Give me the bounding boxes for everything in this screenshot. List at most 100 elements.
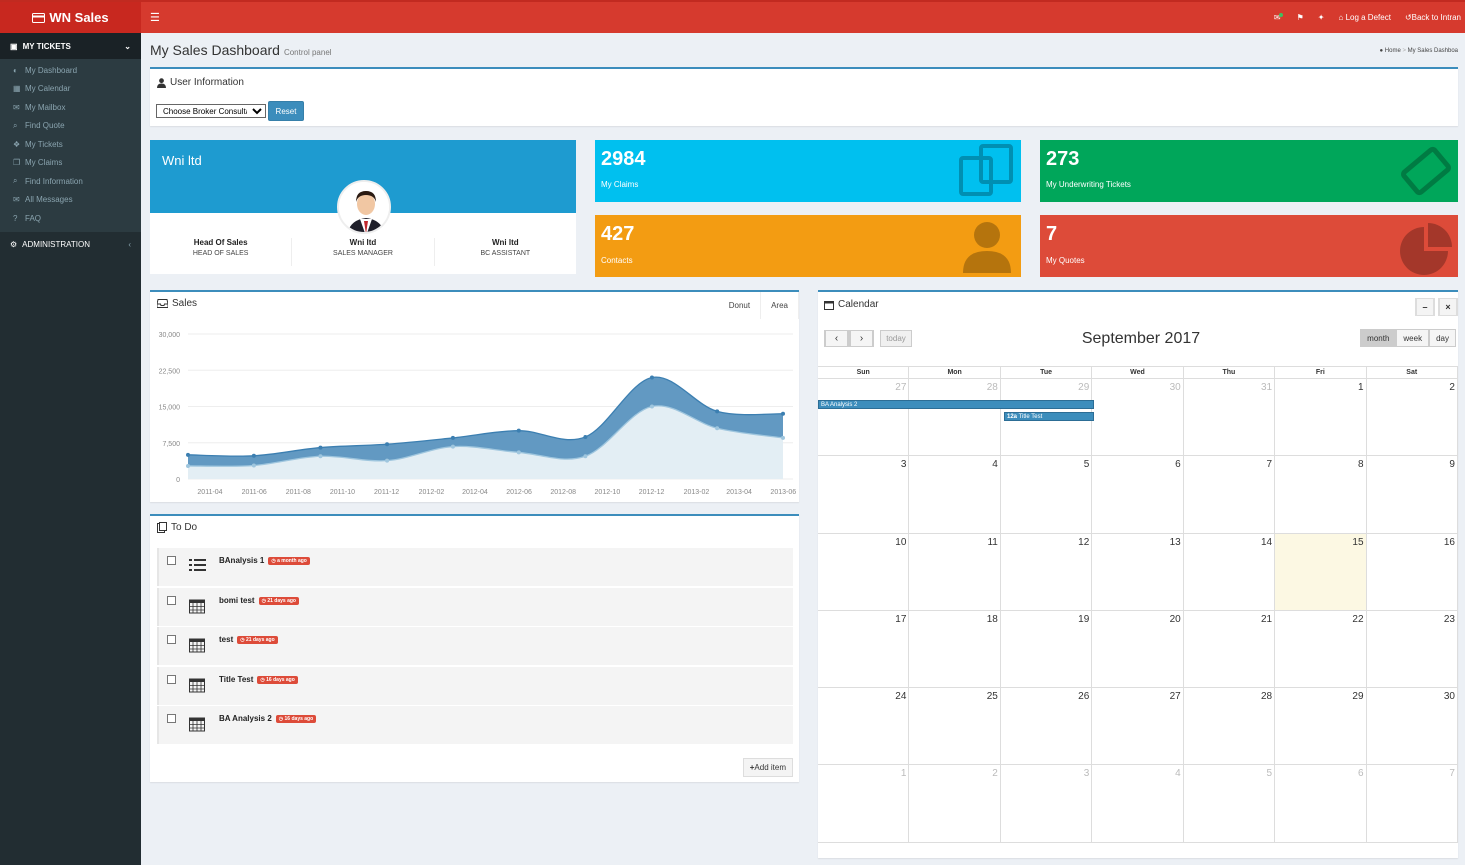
calendar-event[interactable]: 12a Title Test	[1004, 412, 1094, 421]
todo-checkbox[interactable]	[167, 595, 176, 605]
reset-button[interactable]: Reset	[268, 101, 304, 121]
calendar-day[interactable]: 4	[1092, 765, 1184, 843]
calendar-day[interactable]: 26	[1000, 688, 1093, 766]
view-month-button[interactable]: month	[1360, 329, 1397, 347]
copy-icon: ❐	[13, 158, 21, 168]
stat-box-my-quotes[interactable]: 7 My Quotes	[1040, 215, 1458, 277]
calendar-day[interactable]: 28	[1183, 688, 1276, 766]
calendar-day[interactable]: 24	[818, 688, 910, 766]
breadcrumb-home[interactable]: Home	[1384, 48, 1401, 54]
calendar-day[interactable]: 18	[909, 610, 1001, 689]
collapse-button[interactable]: –	[1415, 298, 1435, 316]
sidebar-section-administration[interactable]: ⚙ ADMINISTRATION ‹	[0, 232, 141, 258]
calendar-day[interactable]: 30	[1366, 688, 1458, 766]
calendar-day[interactable]: 6	[1275, 765, 1367, 843]
calendar-day[interactable]: 1	[1275, 379, 1367, 457]
calendar-day[interactable]: 20	[1092, 610, 1184, 689]
calendar-day[interactable]: 2	[1366, 379, 1458, 457]
sidebar-toggle-button[interactable]: ☰	[150, 11, 160, 24]
calendar-day[interactable]: 22	[1275, 610, 1367, 689]
sidebar-item-my-calendar[interactable]: ▦ My Calendar	[0, 80, 141, 99]
calendar-day[interactable]: 11	[909, 533, 1001, 611]
clock-icon: ◷	[271, 558, 278, 564]
stat-box-my-claims[interactable]: 2984 My Claims	[595, 140, 1021, 202]
next-month-button[interactable]: ›	[849, 330, 874, 347]
calendar-day[interactable]: 4	[909, 456, 1001, 534]
x-tick-label: 2012-10	[595, 489, 621, 496]
sidebar-item-my-tickets[interactable]: ❖ My Tickets	[0, 135, 141, 154]
calendar-day[interactable]: 17	[818, 610, 910, 689]
calendar-day[interactable]: 3	[1000, 765, 1093, 843]
todo-checkbox[interactable]	[167, 714, 176, 723]
calendar-day[interactable]: 8	[1275, 456, 1367, 534]
calendar-day[interactable]: 25	[909, 688, 1001, 766]
sidebar-item-label: My Calendar	[25, 84, 71, 94]
calendar-day-number: 2	[992, 768, 998, 780]
calendar-day[interactable]: 9	[1366, 456, 1458, 534]
broker-consultant-select[interactable]: Choose Broker Consultant	[156, 104, 266, 118]
calendar-day[interactable]: 27	[818, 379, 910, 457]
notifications-button[interactable]: ⚑	[1297, 13, 1304, 22]
calendar-day[interactable]: 14	[1183, 533, 1276, 611]
log-defect-link[interactable]: ⌂ Log a Defect	[1338, 13, 1390, 22]
todo-time-badge-text: 21 days ago	[246, 637, 275, 643]
calendar-day[interactable]: 5	[1000, 456, 1093, 534]
close-button[interactable]: ×	[1438, 298, 1458, 316]
calendar-day[interactable]: 30	[1092, 379, 1184, 457]
today-button[interactable]: today	[880, 330, 912, 347]
view-week-button[interactable]: week	[1396, 329, 1430, 347]
sidebar-item-find-information[interactable]: ⌕ Find Information	[0, 172, 141, 191]
sidebar-item-my-dashboard[interactable]: ◐ My Dashboard	[0, 61, 141, 80]
calendar-day[interactable]: 23	[1366, 610, 1458, 689]
calendar-day[interactable]: 29	[1275, 688, 1367, 766]
view-day-button[interactable]: day	[1429, 329, 1456, 347]
calendar-event[interactable]: BA Analysis 2	[818, 400, 1094, 409]
sidebar-item-faq[interactable]: ? FAQ	[0, 209, 141, 228]
calendar-day[interactable]: 7	[1366, 765, 1458, 843]
messages-button[interactable]: ✉	[1274, 13, 1283, 22]
sidebar-item-my-mailbox[interactable]: ✉ My Mailbox	[0, 98, 141, 117]
calendar-day[interactable]: 7	[1183, 456, 1276, 534]
calendar-icon	[824, 300, 834, 310]
calendar-day-number: 27	[1169, 691, 1181, 703]
calendar-day[interactable]: 31	[1183, 379, 1276, 457]
profile-name: Wni ltd	[162, 153, 202, 168]
tab-donut[interactable]: Donut	[728, 301, 751, 310]
sidebar-section-my-tickets[interactable]: ▣ MY TICKETS ⌄	[0, 33, 141, 59]
calendar-day[interactable]: 10	[818, 533, 910, 611]
todo-checkbox[interactable]	[167, 674, 176, 684]
calendar-day[interactable]: 27	[1092, 688, 1184, 766]
home-icon: ⌂	[1338, 13, 1344, 22]
user-icon	[157, 77, 166, 88]
stat-box-contacts[interactable]: 427 Contacts	[595, 215, 1021, 277]
calendar-day[interactable]: 3	[818, 456, 910, 534]
calendar-day[interactable]: 21	[1183, 610, 1276, 689]
sidebar-item-find-quote[interactable]: ⌕ Find Quote	[0, 117, 141, 136]
sidebar-item-my-claims[interactable]: ❐ My Claims	[0, 154, 141, 173]
calendar-day[interactable]: 16	[1366, 533, 1458, 611]
calendar-day[interactable]: 13	[1092, 533, 1184, 611]
calendar-day[interactable]: 19	[1000, 610, 1093, 689]
calendar-day[interactable]: 28	[909, 379, 1001, 457]
back-to-intranet-link[interactable]: ↺Back to Intran	[1405, 13, 1461, 22]
stat-box-my-underwriting-tickets[interactable]: 273 My Underwriting Tickets	[1040, 140, 1458, 202]
todo-time-badge: ◷ a month ago	[268, 557, 310, 565]
calendar-day[interactable]: 5	[1183, 765, 1276, 843]
calendar-event-time: 12a	[1007, 414, 1018, 420]
todo-checkbox[interactable]	[167, 635, 176, 644]
add-item-button[interactable]: +Add item	[742, 758, 793, 777]
calendar-day[interactable]: 2	[909, 765, 1001, 843]
calendar-day[interactable]: 1	[818, 765, 910, 843]
search-icon: ⌕	[13, 176, 18, 186]
calendar-day-number: 7	[1449, 768, 1455, 780]
todo-checkbox[interactable]	[167, 556, 176, 565]
tab-area[interactable]: Area	[760, 292, 799, 319]
calendar-day[interactable]: 6	[1092, 456, 1184, 534]
calendar-day-today[interactable]: 15	[1275, 533, 1367, 611]
app-logo[interactable]: WN Sales	[0, 2, 141, 33]
calendar-day[interactable]: 12	[1000, 533, 1093, 611]
prev-month-button[interactable]: ‹	[824, 330, 849, 347]
tasks-button[interactable]: ✦	[1318, 13, 1325, 22]
calendar-day-number: 30	[1169, 382, 1181, 393]
sidebar-item-all-messages[interactable]: ✉ All Messages	[0, 191, 141, 210]
